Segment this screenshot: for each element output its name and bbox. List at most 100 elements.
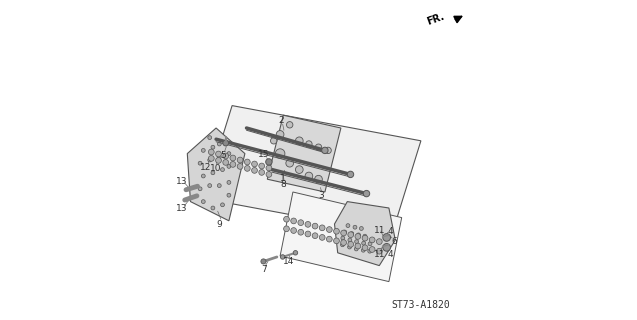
Circle shape	[211, 145, 215, 149]
Circle shape	[201, 200, 205, 204]
Circle shape	[208, 156, 214, 161]
Circle shape	[220, 168, 224, 172]
Circle shape	[322, 147, 328, 154]
Circle shape	[259, 163, 264, 169]
Text: FR.: FR.	[426, 12, 446, 27]
Circle shape	[227, 164, 231, 168]
Circle shape	[283, 216, 289, 222]
Circle shape	[201, 174, 205, 178]
Circle shape	[266, 172, 272, 177]
Circle shape	[208, 184, 211, 188]
Text: 4: 4	[387, 227, 393, 236]
Text: 10: 10	[210, 164, 222, 173]
Circle shape	[245, 159, 250, 165]
Circle shape	[217, 155, 221, 159]
Circle shape	[357, 233, 361, 237]
Circle shape	[334, 238, 340, 244]
Circle shape	[369, 247, 375, 252]
Text: 5: 5	[220, 151, 226, 160]
Circle shape	[355, 240, 359, 244]
Circle shape	[211, 171, 215, 175]
Circle shape	[230, 162, 236, 167]
Circle shape	[296, 166, 303, 173]
Circle shape	[383, 234, 390, 241]
Circle shape	[369, 237, 375, 243]
Circle shape	[217, 142, 221, 146]
Circle shape	[287, 122, 293, 128]
Text: 2: 2	[278, 116, 284, 125]
Circle shape	[305, 231, 311, 237]
Circle shape	[227, 193, 231, 197]
Circle shape	[383, 244, 390, 251]
Circle shape	[334, 228, 340, 234]
Circle shape	[368, 249, 371, 253]
Circle shape	[208, 136, 211, 140]
Text: 1: 1	[280, 174, 285, 183]
Circle shape	[315, 175, 322, 183]
Circle shape	[326, 227, 333, 232]
Circle shape	[355, 234, 361, 239]
Text: 3: 3	[318, 191, 324, 200]
Circle shape	[312, 223, 318, 229]
Text: 8: 8	[280, 180, 286, 188]
Circle shape	[271, 138, 277, 144]
Circle shape	[347, 171, 354, 178]
Circle shape	[208, 149, 214, 155]
Polygon shape	[187, 128, 245, 221]
Text: 4: 4	[387, 250, 393, 259]
Circle shape	[319, 235, 325, 240]
Circle shape	[376, 248, 382, 254]
Circle shape	[361, 248, 365, 252]
Circle shape	[208, 158, 211, 162]
Text: 7: 7	[261, 265, 267, 274]
Circle shape	[341, 236, 345, 240]
Circle shape	[290, 228, 296, 233]
Circle shape	[325, 147, 331, 154]
Circle shape	[227, 180, 231, 184]
Circle shape	[305, 172, 313, 180]
Circle shape	[341, 240, 347, 245]
Circle shape	[237, 164, 243, 169]
Circle shape	[211, 206, 215, 210]
Circle shape	[326, 236, 333, 242]
Circle shape	[341, 230, 347, 236]
Circle shape	[261, 259, 266, 264]
Circle shape	[315, 144, 322, 150]
Circle shape	[350, 232, 354, 236]
Text: 9: 9	[217, 220, 222, 229]
Circle shape	[362, 241, 366, 245]
Circle shape	[223, 153, 229, 159]
Circle shape	[368, 242, 372, 246]
Circle shape	[223, 160, 229, 165]
Circle shape	[362, 235, 368, 241]
Text: 11: 11	[373, 226, 385, 235]
Circle shape	[290, 218, 296, 224]
Circle shape	[305, 221, 311, 227]
Polygon shape	[280, 192, 402, 282]
Text: 12: 12	[200, 163, 211, 172]
Circle shape	[296, 137, 303, 145]
Circle shape	[198, 161, 202, 165]
Circle shape	[230, 155, 236, 161]
Circle shape	[227, 152, 231, 156]
Circle shape	[363, 190, 369, 197]
Circle shape	[252, 168, 257, 173]
Circle shape	[259, 170, 264, 175]
Circle shape	[298, 220, 304, 226]
Circle shape	[275, 149, 285, 158]
Circle shape	[280, 255, 285, 259]
Circle shape	[217, 184, 221, 188]
Text: 11: 11	[373, 250, 385, 259]
Circle shape	[348, 238, 352, 242]
Circle shape	[363, 234, 367, 238]
Circle shape	[276, 131, 284, 138]
Circle shape	[245, 165, 250, 171]
Circle shape	[198, 187, 202, 191]
Circle shape	[355, 243, 361, 249]
Circle shape	[266, 165, 272, 171]
Circle shape	[348, 241, 354, 247]
Circle shape	[237, 157, 243, 163]
Polygon shape	[268, 115, 341, 192]
Circle shape	[348, 232, 354, 237]
Circle shape	[346, 224, 350, 228]
